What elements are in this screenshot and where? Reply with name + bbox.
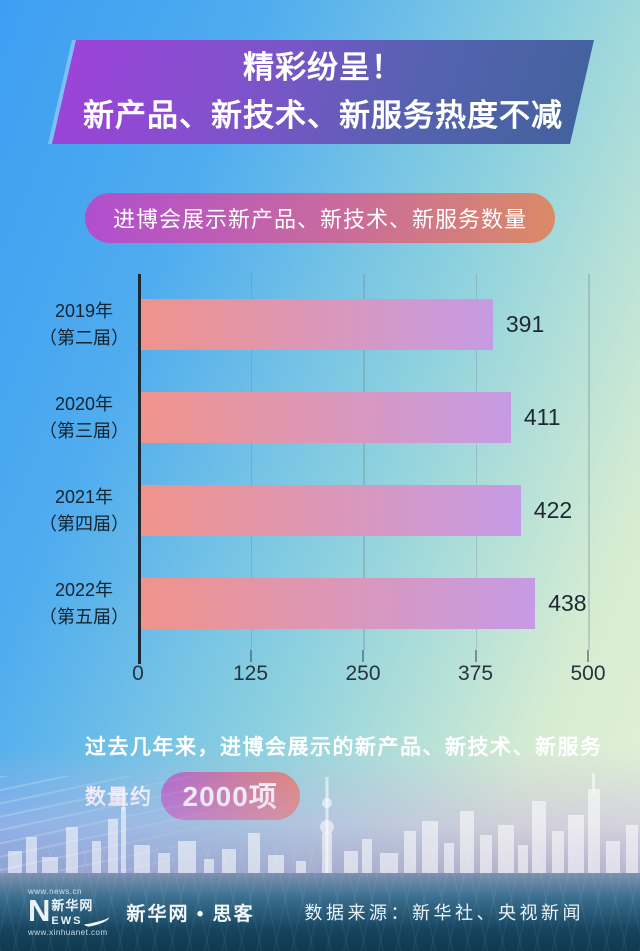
bar-value: 411 <box>523 404 561 430</box>
title-line-2: 新产品、新技术、新服务热度不减 <box>83 98 563 133</box>
tick-mark <box>474 650 477 662</box>
brand-label: 新华网 • 思客 <box>126 903 255 925</box>
y-axis-line <box>138 274 141 664</box>
tick-label: 0 <box>132 662 144 685</box>
logo-ews-text: EWS <box>51 914 83 927</box>
category-label: 2020年 （第三届） <box>30 391 138 445</box>
swoosh-icon <box>84 914 111 928</box>
bar-wrap: 438 <box>141 578 616 629</box>
title-banner: 精彩纷呈！ 新产品、新技术、新服务热度不减 <box>51 40 595 144</box>
bar-wrap: 422 <box>141 485 616 536</box>
tick-label: 250 <box>345 662 381 685</box>
bar <box>141 392 511 443</box>
chart-rows: 2019年 （第二届） 391 2020年 （第三届） 411 2021年 （第… <box>30 278 616 650</box>
highlight-pill: 2000项 <box>160 772 300 820</box>
chart-row: 2021年 （第四届） 422 <box>30 464 616 557</box>
category-line1: 2019年 <box>54 300 114 321</box>
tick-label: 500 <box>570 662 606 685</box>
bar-value: 391 <box>505 311 545 337</box>
category-line2: （第二届） <box>39 327 129 348</box>
chart-row: 2019年 （第二届） 391 <box>30 278 616 371</box>
footnote-line-2-prefix: 数量约 <box>85 786 153 809</box>
footnote: 过去几年来，进博会展示的新产品、新技术、新服务 数量约 2000项 <box>85 731 603 820</box>
bar-value: 438 <box>548 590 587 616</box>
logo-name-cn: 新华网 <box>51 897 94 913</box>
category-label: 2021年 （第四届） <box>30 484 138 538</box>
category-line2: （第五届） <box>39 606 129 627</box>
tick-label: 375 <box>457 662 494 685</box>
footnote-line-1: 过去几年来，进博会展示的新产品、新技术、新服务 <box>85 736 603 759</box>
footnote-line-2: 数量约 2000项 <box>85 772 603 820</box>
bar-chart: 2019年 （第二届） 391 2020年 （第三届） 411 2021年 （第… <box>30 274 616 694</box>
category-line1: 2022年 <box>54 579 114 600</box>
title-line-1: 精彩纷呈！ <box>243 49 403 85</box>
bar <box>141 578 536 629</box>
logo-letter-n: N <box>28 892 51 928</box>
tick-mark <box>362 650 364 662</box>
category-line1: 2020年 <box>54 393 114 414</box>
category-line2: （第四届） <box>39 513 129 534</box>
category-label: 2022年 （第五届） <box>30 577 138 631</box>
gridline <box>363 274 365 650</box>
x-axis-ticks: 0 125 250 375 500 <box>132 650 606 694</box>
category-label: 2019年 （第二届） <box>30 298 138 352</box>
bar-wrap: 411 <box>141 392 616 443</box>
data-source-label: 数据来源：新华社、央视新闻 <box>304 903 584 923</box>
gridline <box>250 274 252 650</box>
logo-url-top: www.news.cn <box>28 886 82 896</box>
logo-letters-ews: EWS <box>51 914 111 928</box>
footer: www.news.cn N 新华网 EWS www.xinhuanet.com … <box>0 873 640 951</box>
bar <box>141 299 493 350</box>
logo-url-bottom: www.xinhuanet.com <box>28 927 108 937</box>
chart-row: 2020年 （第三届） 411 <box>30 371 616 464</box>
gridline <box>588 274 590 650</box>
chart-subtitle-pill: 进博会展示新产品、新技术、新服务数量 <box>84 193 556 243</box>
category-line2: （第三届） <box>39 420 129 441</box>
xinhuanet-logo: www.news.cn N 新华网 EWS www.xinhuanet.com <box>28 886 111 937</box>
gridline <box>475 274 477 650</box>
bar <box>141 485 521 536</box>
chart-plot: 2019年 （第二届） 391 2020年 （第三届） 411 2021年 （第… <box>30 274 616 664</box>
category-line1: 2021年 <box>54 486 114 507</box>
chart-row: 2022年 （第五届） 438 <box>30 557 616 650</box>
bar-value: 422 <box>533 497 573 523</box>
bar-wrap: 391 <box>141 299 616 350</box>
xinhuanet-news-icon: N 新华网 EWS <box>28 892 111 928</box>
page-title: 精彩纷呈！ 新产品、新技术、新服务热度不减 <box>64 44 582 140</box>
tick-mark <box>249 650 252 662</box>
tick-mark <box>587 650 589 662</box>
tick-label: 125 <box>232 662 269 685</box>
